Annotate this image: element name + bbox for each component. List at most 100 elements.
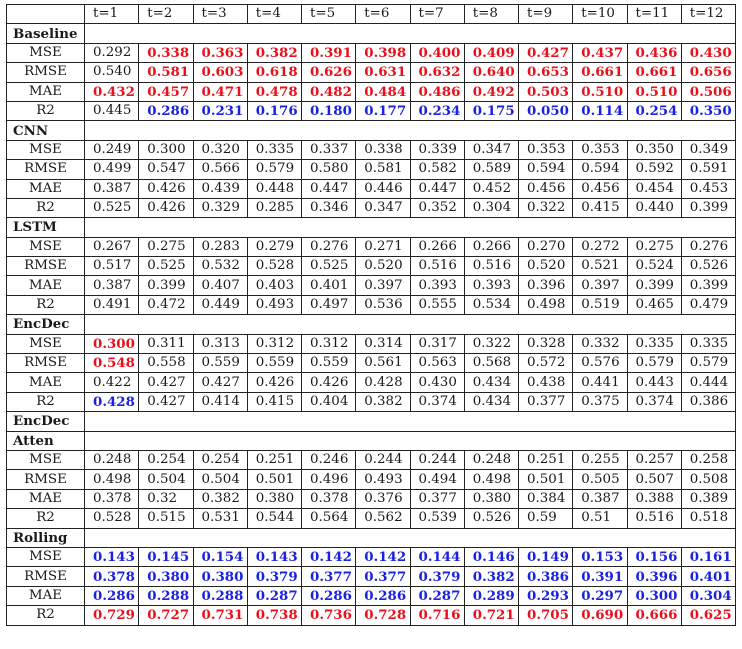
value-cell: 0.293	[517, 585, 574, 607]
value-cell: 0.632	[409, 62, 465, 83]
value-cell: 0.175	[463, 100, 520, 122]
value-cell: 0.540	[83, 62, 140, 83]
metric-label: R2	[6, 391, 85, 413]
value-cell: 0.738	[246, 605, 303, 626]
group-blank	[84, 217, 736, 238]
value-cell: 0.248	[463, 449, 520, 471]
value-cell: 0.441	[572, 372, 628, 393]
metric-label: MAE	[6, 81, 85, 102]
metric-label: RMSE	[6, 353, 85, 374]
value-cell: 0.510	[626, 81, 682, 102]
value-cell: 0.525	[138, 256, 194, 277]
model-name: Baseline	[6, 23, 85, 44]
value-cell: 0.401	[300, 275, 357, 296]
value-cell: 0.536	[355, 294, 411, 316]
value-cell: 0.389	[680, 488, 737, 510]
value-cell: 0.266	[463, 236, 520, 258]
value-cell: 0.690	[572, 605, 628, 626]
value-cell: 0.572	[517, 353, 574, 374]
value-cell: 0.626	[300, 62, 357, 83]
value-cell: 0.453	[680, 178, 737, 199]
value-cell: 0.338	[138, 42, 194, 64]
value-cell: 0.447	[300, 178, 357, 199]
table-row: R2 0.525 0.426 0.329 0.285 0.346 0.347 0.352 0.3…	[6, 197, 737, 219]
value-cell: 0.494	[409, 469, 465, 490]
value-cell: 0.507	[626, 469, 682, 490]
value-cell: 0.270	[517, 236, 574, 258]
value-cell: 0.582	[409, 159, 465, 180]
value-cell: 0.329	[192, 197, 248, 219]
value-cell: 0.254	[138, 449, 194, 471]
value-cell: 0.272	[572, 236, 628, 258]
value-cell: 0.508	[680, 469, 737, 490]
value-cell: 0.403	[246, 275, 303, 296]
value-cell: 0.353	[517, 139, 574, 161]
value-cell: 0.380	[463, 488, 520, 510]
table-row: MSE 0.143 0.145 0.154 0.143 0.142 0.142 0.144 0.…	[6, 546, 737, 568]
metric-label: MAE	[6, 178, 85, 199]
value-cell: 0.446	[355, 178, 411, 199]
value-cell: 0.486	[409, 81, 465, 102]
value-cell: 0.397	[572, 275, 628, 296]
value-cell: 0.156	[626, 546, 682, 568]
value-cell: 0.631	[355, 62, 411, 83]
value-cell: 0.484	[355, 81, 411, 102]
value-cell: 0.559	[300, 353, 357, 374]
value-cell: 0.300	[626, 585, 682, 607]
value-cell: 0.399	[138, 275, 194, 296]
value-cell: 0.386	[517, 566, 574, 587]
value-cell: 0.618	[246, 62, 303, 83]
table-row: R2 0.528 0.515 0.531 0.544 0.564 0.562 0.539 0.5…	[6, 508, 737, 529]
value-cell: 0.050	[517, 100, 574, 122]
value-cell: 0.492	[463, 81, 520, 102]
column-header: t=10	[572, 3, 628, 25]
metric-label: R2	[6, 294, 85, 316]
value-cell: 0.374	[626, 391, 682, 413]
table-row: MSE 0.292 0.338 0.363 0.382 0.391 0.398 0.400 0.…	[6, 42, 737, 64]
value-cell: 0.640	[463, 62, 520, 83]
value-cell: 0.603	[192, 62, 248, 83]
value-cell: 0.304	[680, 585, 737, 607]
table-row: MAE 0.286 0.288 0.288 0.287 0.286 0.286 0.287 0.…	[6, 585, 737, 607]
value-cell: 0.498	[517, 294, 574, 316]
group-blank	[84, 430, 736, 451]
value-cell: 0.289	[463, 585, 520, 607]
table-row: MAE 0.387 0.426 0.439 0.448 0.447 0.446 0.447 0.…	[6, 178, 737, 199]
value-cell: 0.346	[300, 197, 357, 219]
metric-label: MSE	[6, 546, 85, 568]
value-cell: 0.434	[463, 391, 520, 413]
group-blank	[84, 314, 736, 335]
value-cell: 0.705	[517, 605, 574, 626]
value-cell: 0.286	[355, 585, 411, 607]
value-cell: 0.287	[246, 585, 303, 607]
value-cell: 0.399	[680, 275, 737, 296]
value-cell: 0.380	[192, 566, 248, 587]
value-cell: 0.592	[626, 159, 682, 180]
value-cell: 0.313	[192, 333, 248, 355]
value-cell: 0.456	[517, 178, 574, 199]
value-cell: 0.328	[517, 333, 574, 355]
value-cell: 0.376	[355, 488, 411, 510]
value-cell: 0.505	[572, 469, 628, 490]
value-cell: 0.382	[192, 488, 248, 510]
value-cell: 0.427	[517, 42, 574, 64]
value-cell: 0.349	[680, 139, 737, 161]
value-cell: 0.387	[572, 488, 628, 510]
value-cell: 0.520	[517, 256, 574, 277]
value-cell: 0.482	[300, 81, 357, 102]
value-cell: 0.382	[463, 566, 520, 587]
value-cell: 0.579	[626, 353, 682, 374]
value-cell: 0.555	[409, 294, 465, 316]
metric-label: RMSE	[6, 469, 85, 490]
value-cell: 0.432	[83, 81, 140, 102]
value-cell: 0.382	[355, 391, 411, 413]
group-header-row: LSTM	[6, 217, 736, 238]
value-cell: 0.497	[300, 294, 357, 316]
value-cell: 0.426	[246, 372, 303, 393]
value-cell: 0.339	[409, 139, 465, 161]
value-cell: 0.498	[83, 469, 140, 490]
table-row: R2 0.428 0.427 0.414 0.415 0.404 0.382 0.374 0.4…	[6, 391, 737, 413]
value-cell: 0.335	[680, 333, 737, 355]
value-cell: 0.286	[300, 585, 357, 607]
value-cell: 0.288	[138, 585, 194, 607]
